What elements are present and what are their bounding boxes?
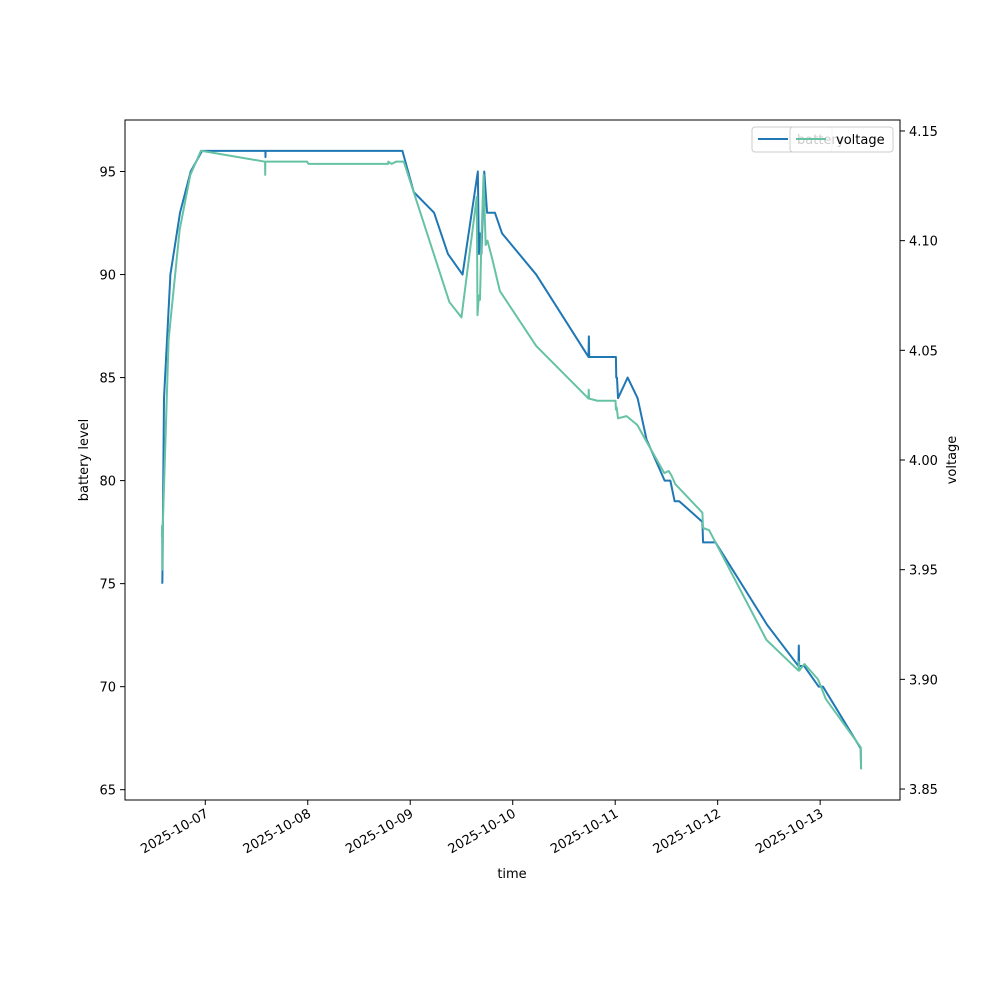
legend-voltage: voltage bbox=[789, 126, 894, 153]
left-tick-label: 90 bbox=[99, 269, 116, 284]
left-tick-label: 65 bbox=[99, 784, 116, 799]
left-tick-label: 80 bbox=[99, 475, 116, 490]
legend-voltage-label: voltage bbox=[836, 133, 885, 148]
right-tick-label: 3.95 bbox=[909, 564, 938, 579]
right-tick-label: 4.05 bbox=[909, 344, 938, 359]
left-tick-label: 70 bbox=[99, 681, 116, 696]
left-tick-label: 95 bbox=[99, 166, 116, 181]
left-tick-label: 75 bbox=[99, 578, 116, 593]
right-tick-label: 3.90 bbox=[909, 673, 938, 688]
x-axis-label: time bbox=[497, 867, 526, 882]
legend-voltage-frame bbox=[789, 126, 894, 153]
right-tick-label: 4.00 bbox=[909, 454, 938, 469]
plot-area bbox=[125, 120, 900, 800]
series-voltage-line bbox=[160, 149, 863, 770]
right-tick-label: 4.10 bbox=[909, 235, 938, 250]
right-tick-label: 4.15 bbox=[909, 125, 938, 140]
series-layer bbox=[160, 149, 863, 770]
left-axis-label: battery level bbox=[77, 419, 92, 502]
right-axis: 3.85 3.90 3.95 4.00 4.05 4.10 4.15 bbox=[900, 125, 938, 798]
left-axis: 65 70 75 80 85 90 95 bbox=[99, 166, 125, 799]
right-tick-label: 3.85 bbox=[909, 783, 938, 798]
right-axis-label: voltage bbox=[945, 436, 960, 485]
left-tick-label: 85 bbox=[99, 372, 116, 387]
series-battery-line bbox=[161, 149, 863, 770]
